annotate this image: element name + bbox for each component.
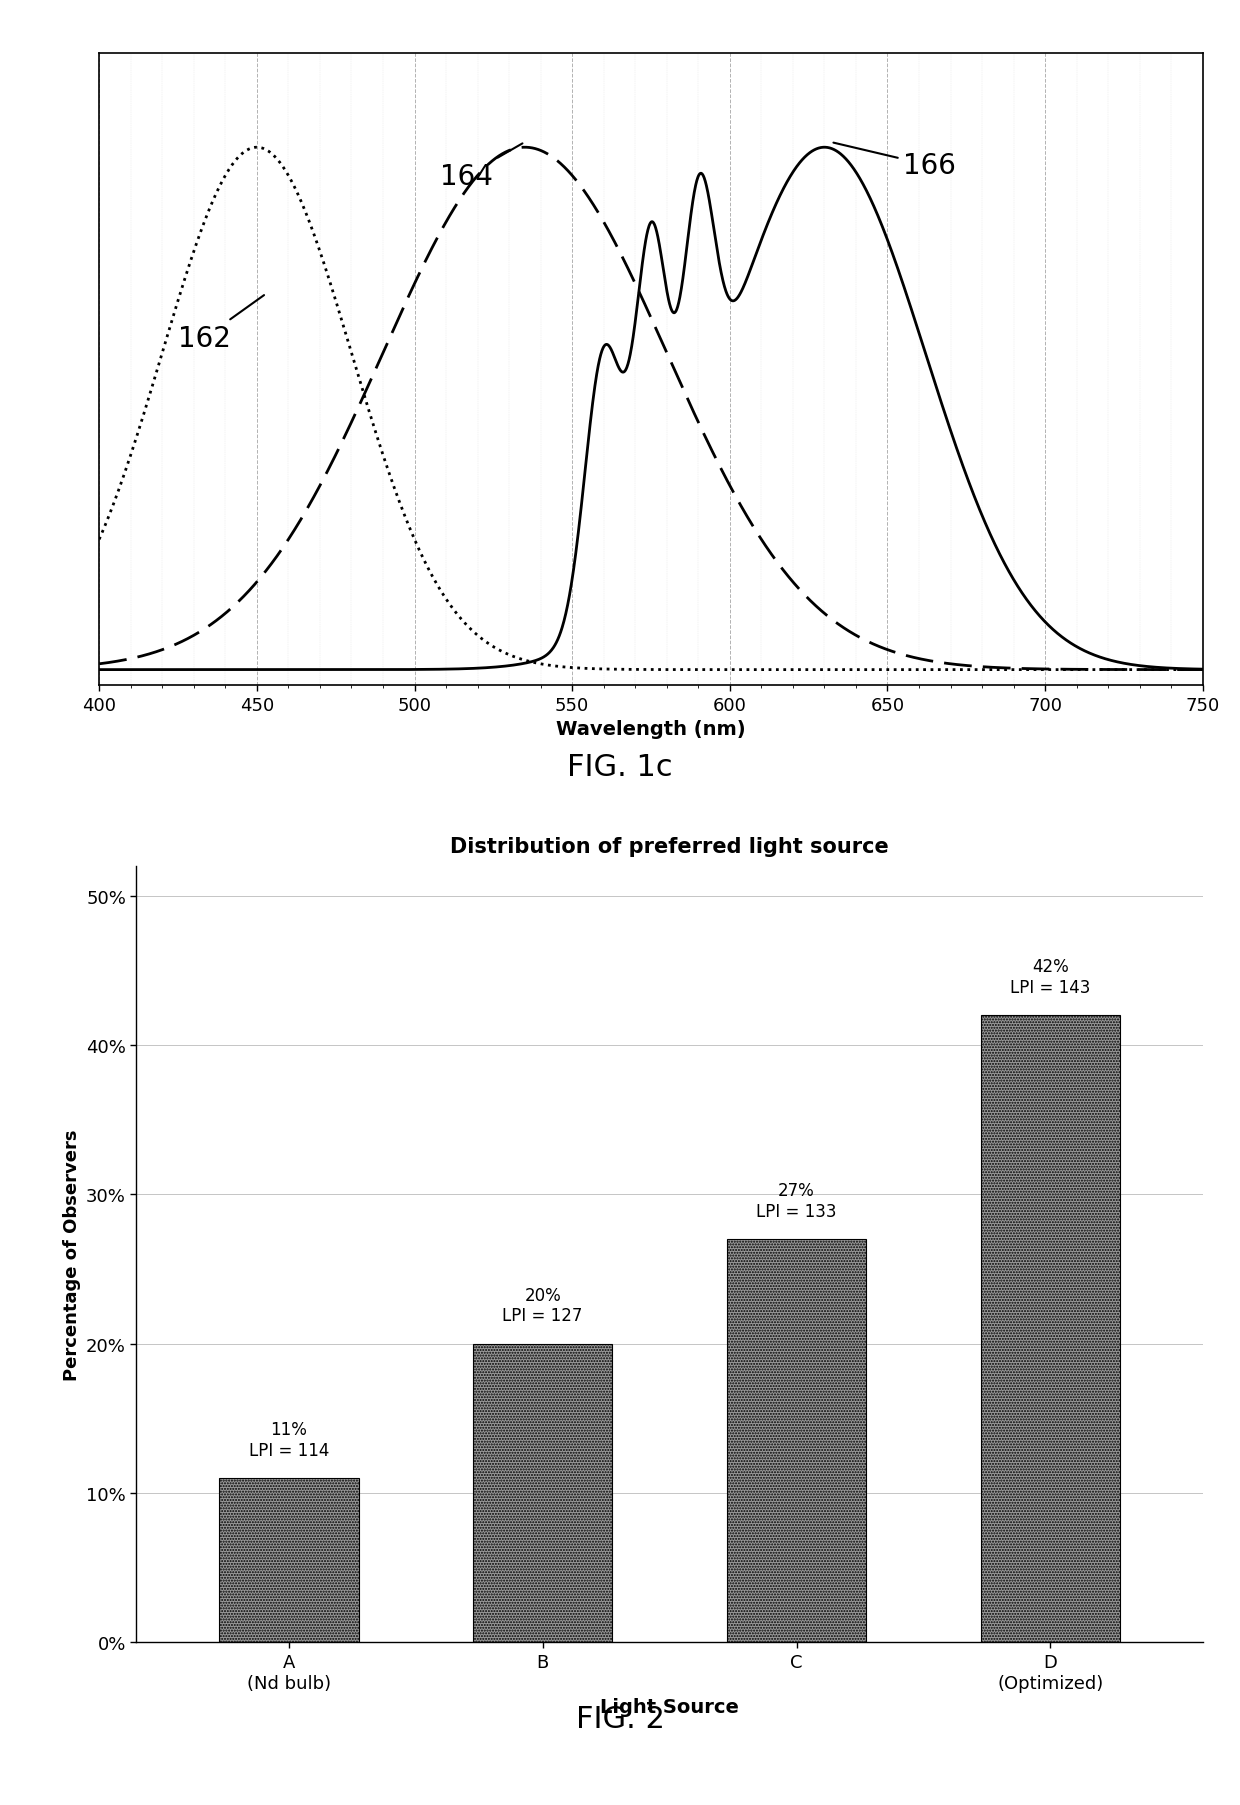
Text: 27%
LPI = 133: 27% LPI = 133 — [756, 1180, 837, 1220]
Text: FIG. 1c: FIG. 1c — [567, 753, 673, 782]
X-axis label: Wavelength (nm): Wavelength (nm) — [557, 720, 745, 738]
Y-axis label: Percentage of Observers: Percentage of Observers — [62, 1128, 81, 1381]
Bar — [219, 1478, 358, 1643]
Text: 166: 166 — [833, 144, 956, 180]
Bar — [727, 1240, 867, 1643]
Text: 162: 162 — [179, 296, 264, 352]
Text: 11%
LPI = 114: 11% LPI = 114 — [248, 1421, 329, 1458]
Bar — [472, 1345, 613, 1643]
Text: 42%
LPI = 143: 42% LPI = 143 — [1011, 957, 1091, 996]
Title: Distribution of preferred light source: Distribution of preferred light source — [450, 836, 889, 857]
Bar — [981, 1016, 1120, 1643]
Text: 164: 164 — [440, 144, 522, 191]
X-axis label: Light Source: Light Source — [600, 1697, 739, 1717]
Text: FIG. 2: FIG. 2 — [575, 1704, 665, 1733]
Text: 20%
LPI = 127: 20% LPI = 127 — [502, 1285, 583, 1325]
